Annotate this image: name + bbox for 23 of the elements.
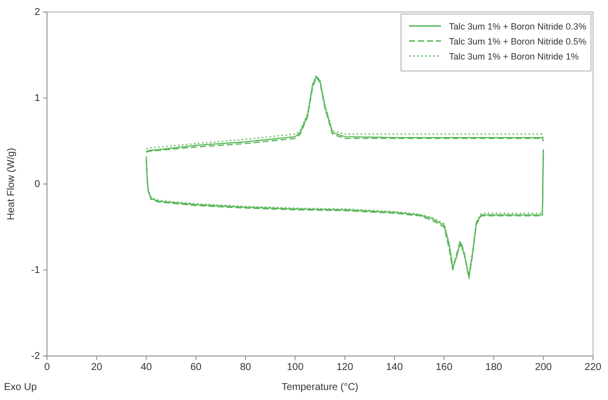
y-tick-label: 0 [34, 179, 40, 190]
x-tick-label: 60 [190, 362, 202, 374]
y-tick-label: -2 [31, 351, 40, 362]
legend-label: Talc 3um 1% + Boron Nitride 0.5% [449, 36, 586, 46]
x-tick-label: 80 [240, 362, 252, 374]
y-tick-label: -1 [31, 265, 40, 276]
y-tick-label: 1 [34, 93, 40, 104]
legend-label: Talc 3um 1% + Boron Nitride 1% [449, 52, 579, 62]
x-tick-label: 180 [485, 362, 503, 374]
y-tick-label: 2 [34, 7, 40, 18]
x-tick-label: 120 [336, 362, 354, 374]
x-tick-label: 220 [584, 362, 602, 374]
x-axis-title: Temperature (°C) [282, 382, 358, 393]
x-tick-label: 200 [535, 362, 552, 374]
x-tick-label: 100 [286, 362, 304, 374]
x-tick-label: 0 [44, 362, 50, 374]
x-tick-label: 140 [386, 362, 404, 374]
x-tick-label: 20 [91, 362, 103, 374]
text: Exo Up [4, 382, 38, 393]
x-tick-label: 40 [140, 362, 152, 374]
y-axis-title: Heat Flow (W/g) [6, 148, 17, 220]
x-tick-label: 160 [436, 362, 453, 374]
legend-label: Talc 3um 1% + Boron Nitride 0.3% [449, 22, 586, 32]
